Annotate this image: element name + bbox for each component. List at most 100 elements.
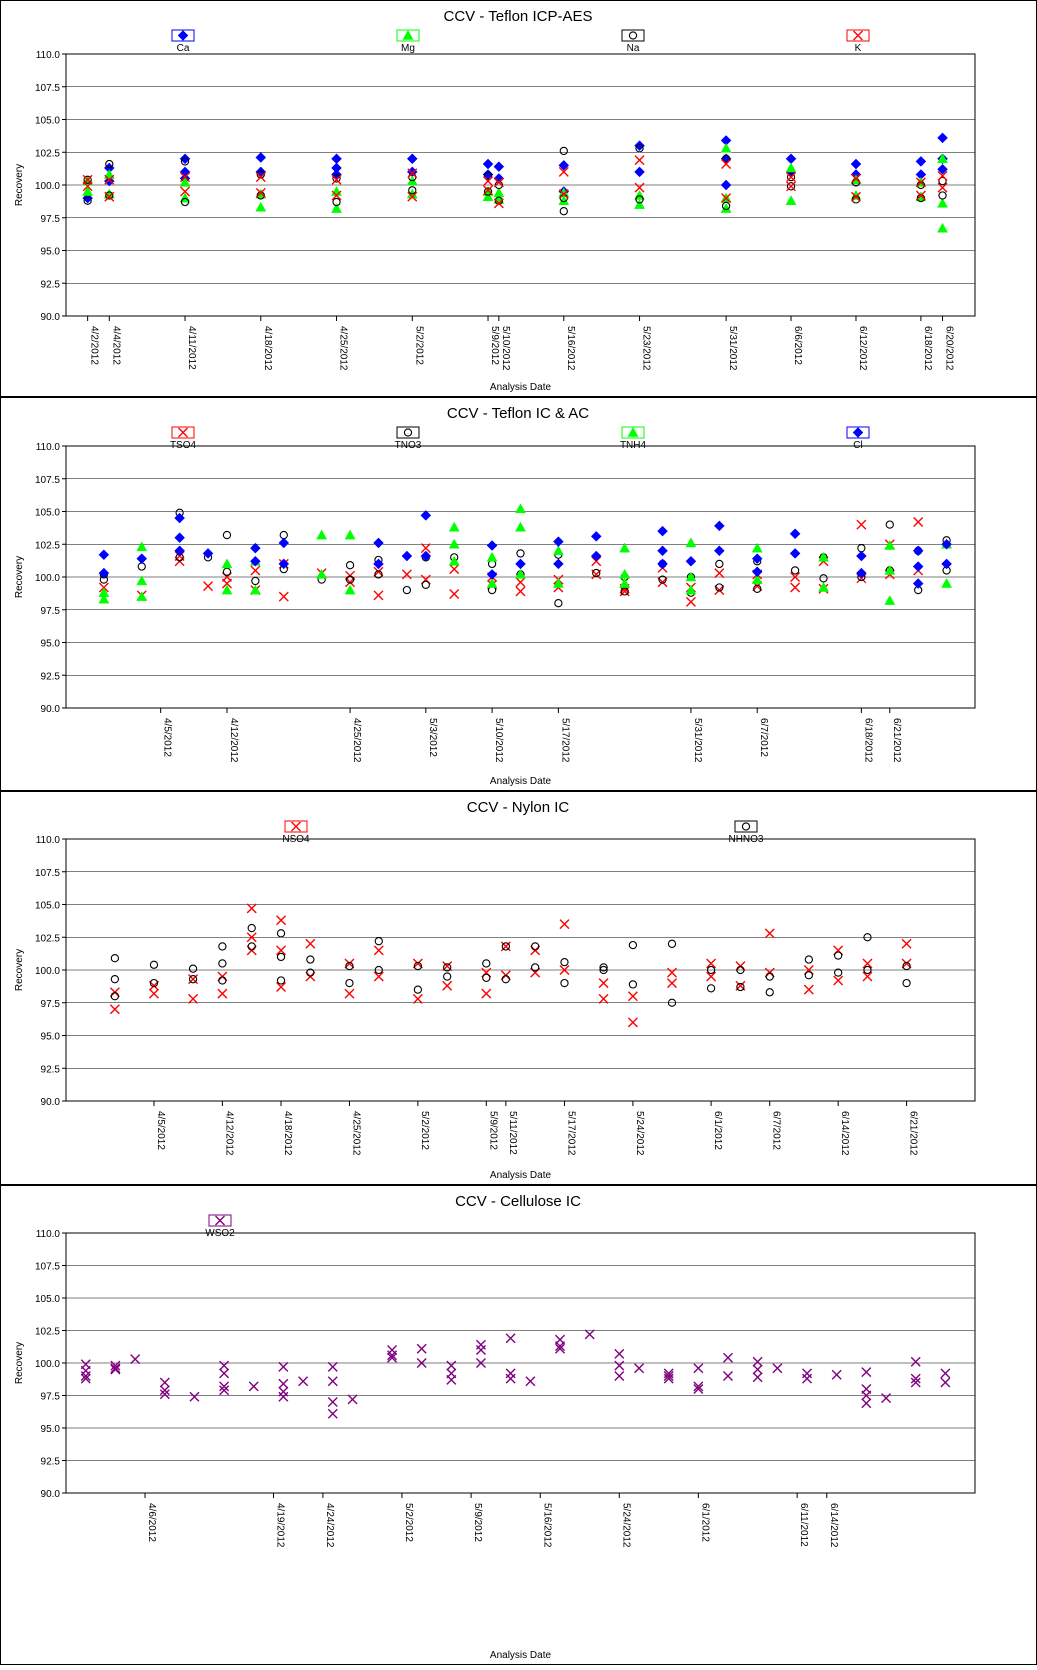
data-point — [276, 976, 286, 985]
data-point — [448, 538, 460, 549]
data-point — [721, 154, 731, 163]
data-point — [938, 176, 947, 186]
data-point — [790, 572, 801, 582]
data-point — [937, 132, 948, 144]
data-point — [327, 1408, 338, 1419]
data-point — [590, 531, 602, 542]
data-point — [861, 1398, 872, 1409]
data-point — [552, 545, 564, 556]
chart-panel-2: CCV - Teflon IC & AC 90.0 92.5 95.0 97.5 100.… — [0, 397, 1037, 791]
y-axis-label: Recovery — [14, 164, 25, 206]
x-tick-label: 4/25/2012 — [350, 1111, 361, 1156]
data-point — [706, 971, 717, 982]
data-point — [247, 942, 256, 951]
data-point — [373, 537, 384, 549]
y-tick-label: 97.5 — [41, 1392, 61, 1403]
y-tick-label: 90.0 — [41, 704, 61, 715]
x-tick-label: 5/10/2012 — [500, 326, 511, 371]
data-point — [913, 516, 924, 527]
data-point — [407, 168, 418, 179]
y-axis-label: Recovery — [14, 949, 25, 991]
data-point — [136, 553, 148, 565]
data-point — [221, 558, 233, 569]
x-tick-label: 6/6/2012 — [792, 326, 803, 365]
data-point — [219, 1360, 230, 1371]
data-point — [493, 177, 504, 188]
data-point — [250, 542, 261, 554]
data-point — [531, 963, 540, 972]
x-tick-label: 4/2/2012 — [89, 326, 100, 365]
data-point — [515, 521, 526, 532]
y-tick-label: 92.5 — [41, 671, 61, 682]
data-point — [449, 564, 460, 575]
data-point — [222, 567, 232, 576]
data-point — [421, 580, 430, 590]
data-point — [590, 550, 602, 562]
data-point — [818, 581, 829, 592]
data-point — [685, 537, 697, 548]
data-point — [501, 942, 510, 951]
data-point — [634, 199, 645, 209]
x-tick-label: 6/21/2012 — [908, 1111, 919, 1156]
data-point — [861, 1367, 872, 1378]
data-point — [221, 578, 232, 589]
x-tick-label: 5/16/2012 — [541, 1503, 552, 1548]
x-tick-label: 5/24/2012 — [620, 1503, 631, 1548]
legend-label: TSO4 — [170, 440, 197, 451]
chart-title: CCV - Teflon IC & AC — [447, 405, 589, 422]
data-point — [910, 1356, 921, 1367]
x-tick-label: 5/2/2012 — [403, 1503, 414, 1542]
x-tick-label: 5/24/2012 — [634, 1111, 645, 1156]
y-tick-label: 100.0 — [35, 1359, 60, 1370]
data-point — [559, 207, 568, 216]
data-point — [219, 1368, 230, 1379]
data-point — [752, 1356, 763, 1367]
data-point — [915, 190, 926, 201]
data-point — [407, 191, 418, 202]
y-tick-label: 102.5 — [35, 540, 60, 551]
data-point — [276, 952, 286, 962]
data-point — [789, 548, 801, 559]
data-point — [685, 571, 697, 582]
data-point — [408, 186, 417, 195]
data-point — [203, 581, 214, 592]
data-point — [483, 171, 493, 180]
data-point — [306, 968, 315, 977]
data-point — [937, 163, 948, 175]
data-point — [486, 540, 498, 551]
data-point — [188, 974, 199, 985]
data-point — [483, 176, 494, 187]
data-point — [937, 170, 948, 181]
x-axis-label: Analysis Date — [490, 382, 552, 393]
legend-label: Mg — [401, 43, 415, 54]
data-point — [555, 1343, 566, 1354]
data-point — [915, 177, 926, 188]
chart-panel-1: CCV - Teflon ICP-AES 90.0 92.5 95.0 97.5 100.… — [0, 0, 1037, 397]
y-tick-label: 95.0 — [41, 1032, 61, 1043]
data-point — [736, 965, 745, 975]
data-point — [850, 158, 862, 170]
data-point — [706, 984, 716, 993]
x-tick-label: 4/12/2012 — [223, 1111, 234, 1156]
data-point — [482, 191, 494, 202]
legend-marker — [402, 29, 414, 40]
data-point — [412, 958, 423, 969]
data-point — [493, 198, 504, 209]
data-point — [475, 1345, 486, 1355]
data-point — [149, 960, 159, 969]
data-point — [316, 568, 328, 579]
data-point — [373, 971, 384, 982]
data-point — [180, 157, 190, 166]
data-point — [345, 961, 354, 971]
data-point — [634, 155, 645, 166]
data-point — [374, 937, 383, 946]
chart-title: CCV - Teflon ICP-AES — [444, 8, 593, 25]
series-na — [83, 144, 947, 216]
data-point — [416, 1343, 427, 1354]
data-point — [188, 975, 198, 984]
y-tick-label: 107.5 — [35, 868, 60, 879]
data-point — [584, 1329, 595, 1340]
data-point — [448, 555, 460, 566]
data-point — [685, 584, 697, 595]
y-tick-label: 90.0 — [41, 1097, 61, 1108]
